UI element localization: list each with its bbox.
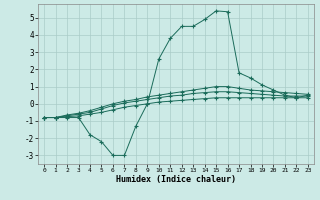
- X-axis label: Humidex (Indice chaleur): Humidex (Indice chaleur): [116, 175, 236, 184]
